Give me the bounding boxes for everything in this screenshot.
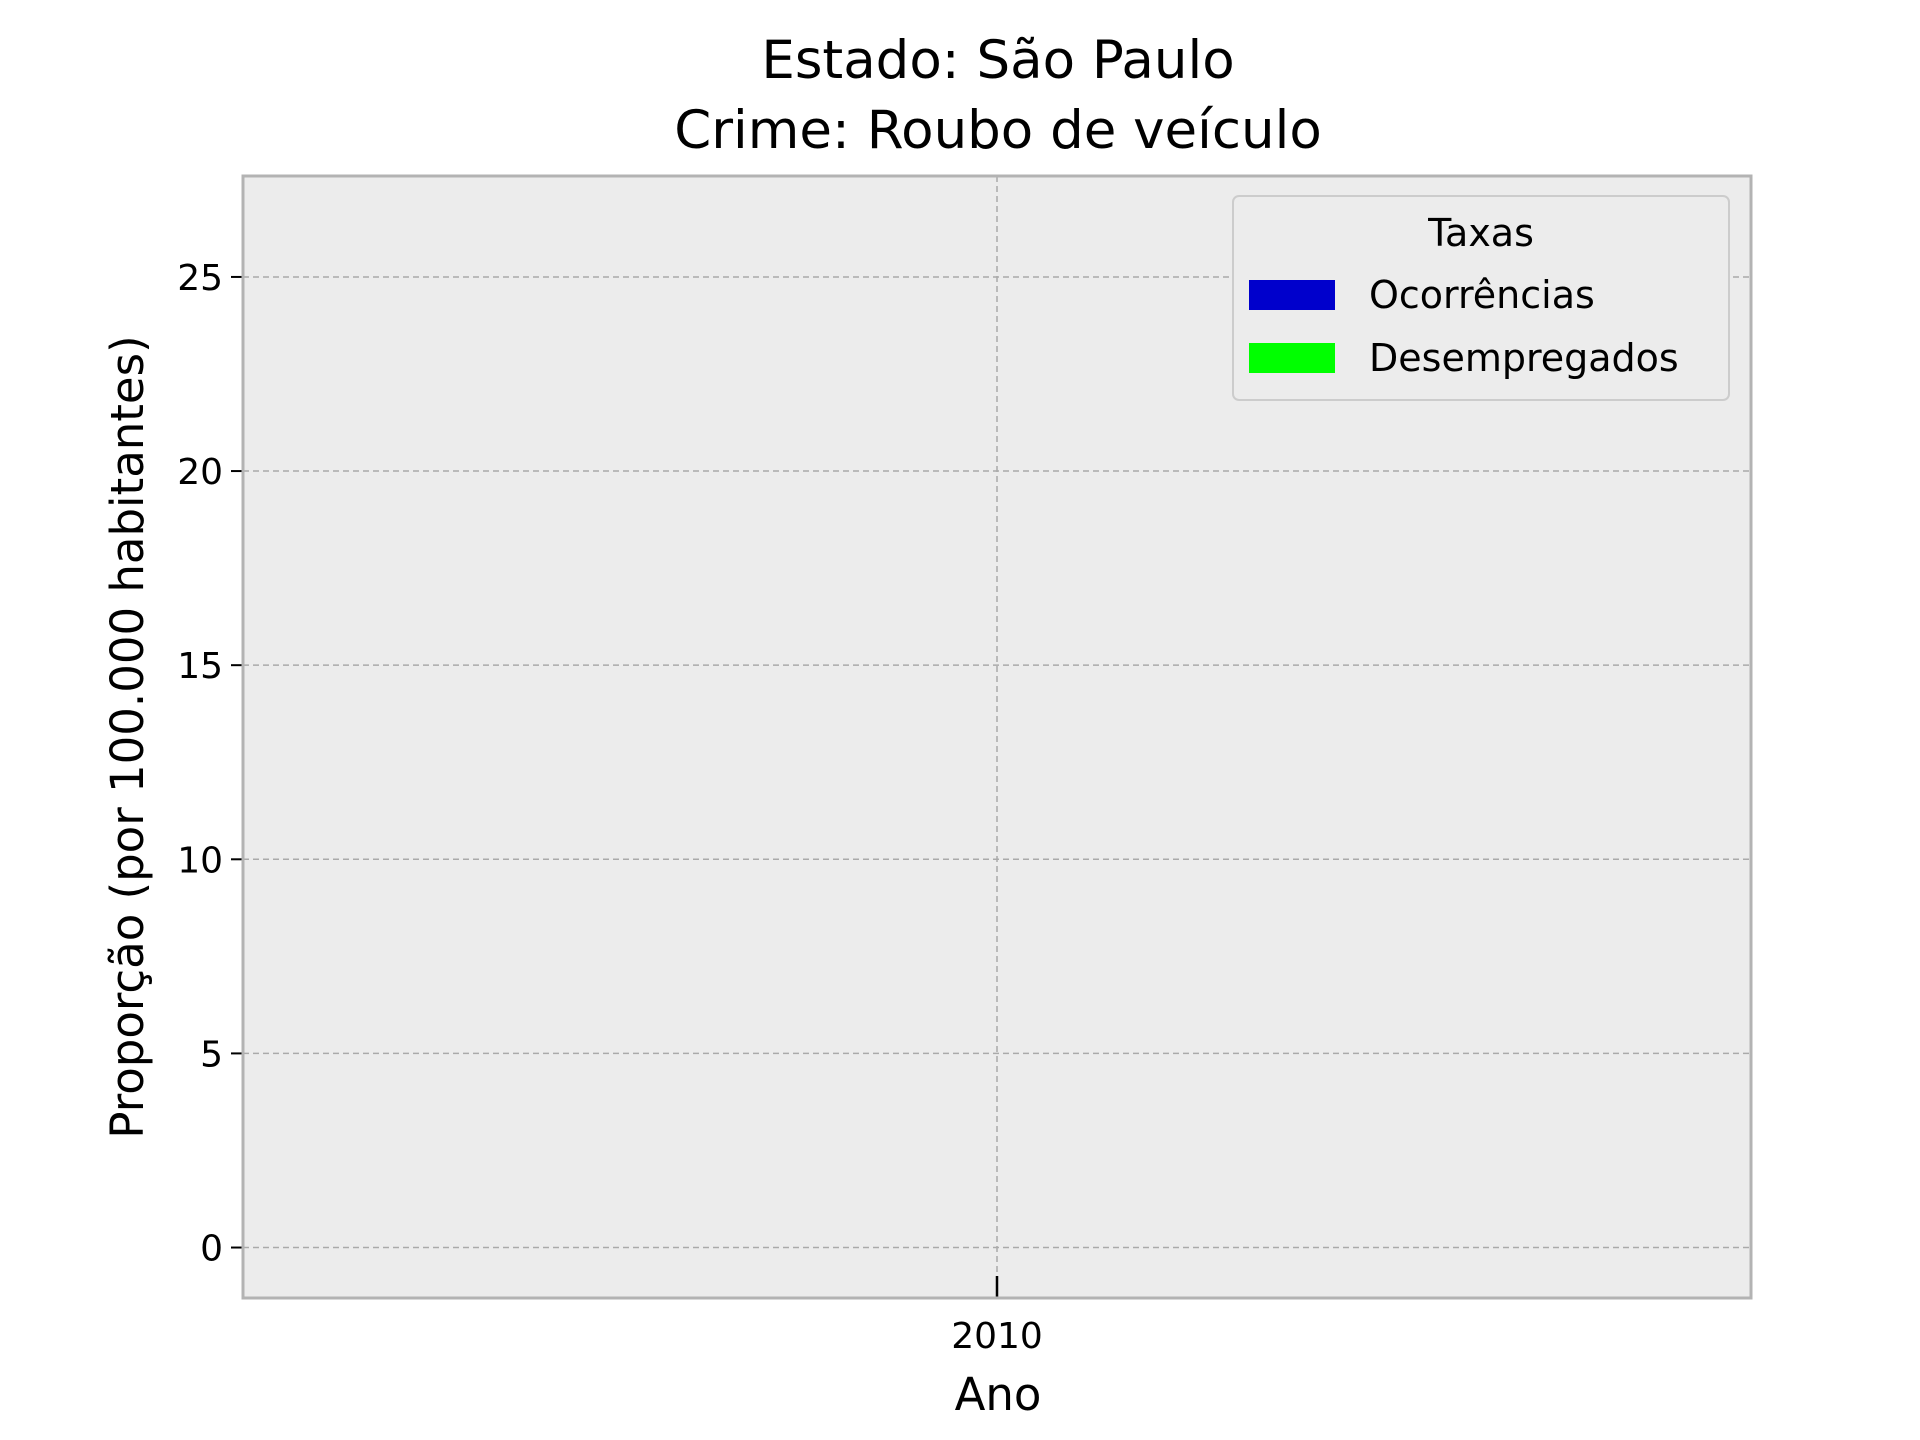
- legend-box: [1232, 195, 1730, 401]
- x-tick-label: 2010: [951, 1316, 1043, 1357]
- legend-swatch-desempregados: [1249, 343, 1335, 373]
- y-tick-label: 10: [177, 840, 223, 881]
- legend-label-desempregados: Desempregados: [1369, 336, 1679, 380]
- x-axis-label: Ano: [955, 1368, 1042, 1421]
- legend-swatch-ocorrencias: [1249, 280, 1335, 310]
- y-tick-label: 25: [177, 258, 223, 299]
- chart-title-line-2: Crime: Roubo de veículo: [674, 100, 1322, 161]
- y-tick-label: 15: [177, 646, 223, 687]
- legend-label-ocorrencias: Ocorrências: [1369, 273, 1595, 317]
- y-tick-label: 5: [200, 1034, 223, 1075]
- legend: Taxas Ocorrências Desempregados: [1232, 195, 1730, 401]
- chart-title-line-1: Estado: São Paulo: [761, 30, 1234, 91]
- y-tick-label: 0: [200, 1229, 223, 1270]
- y-tick-label: 20: [177, 452, 223, 493]
- grid-layer: [243, 176, 1751, 1298]
- legend-title: Taxas: [1427, 211, 1534, 255]
- y-axis-label: Proporção (por 100.000 habitantes): [101, 335, 154, 1138]
- y-axis-ticks: 0 5 10 15 20 25: [177, 258, 243, 1270]
- plot-frame: [241, 174, 1753, 1300]
- x-axis-ticks: 2010: [951, 1276, 1043, 1357]
